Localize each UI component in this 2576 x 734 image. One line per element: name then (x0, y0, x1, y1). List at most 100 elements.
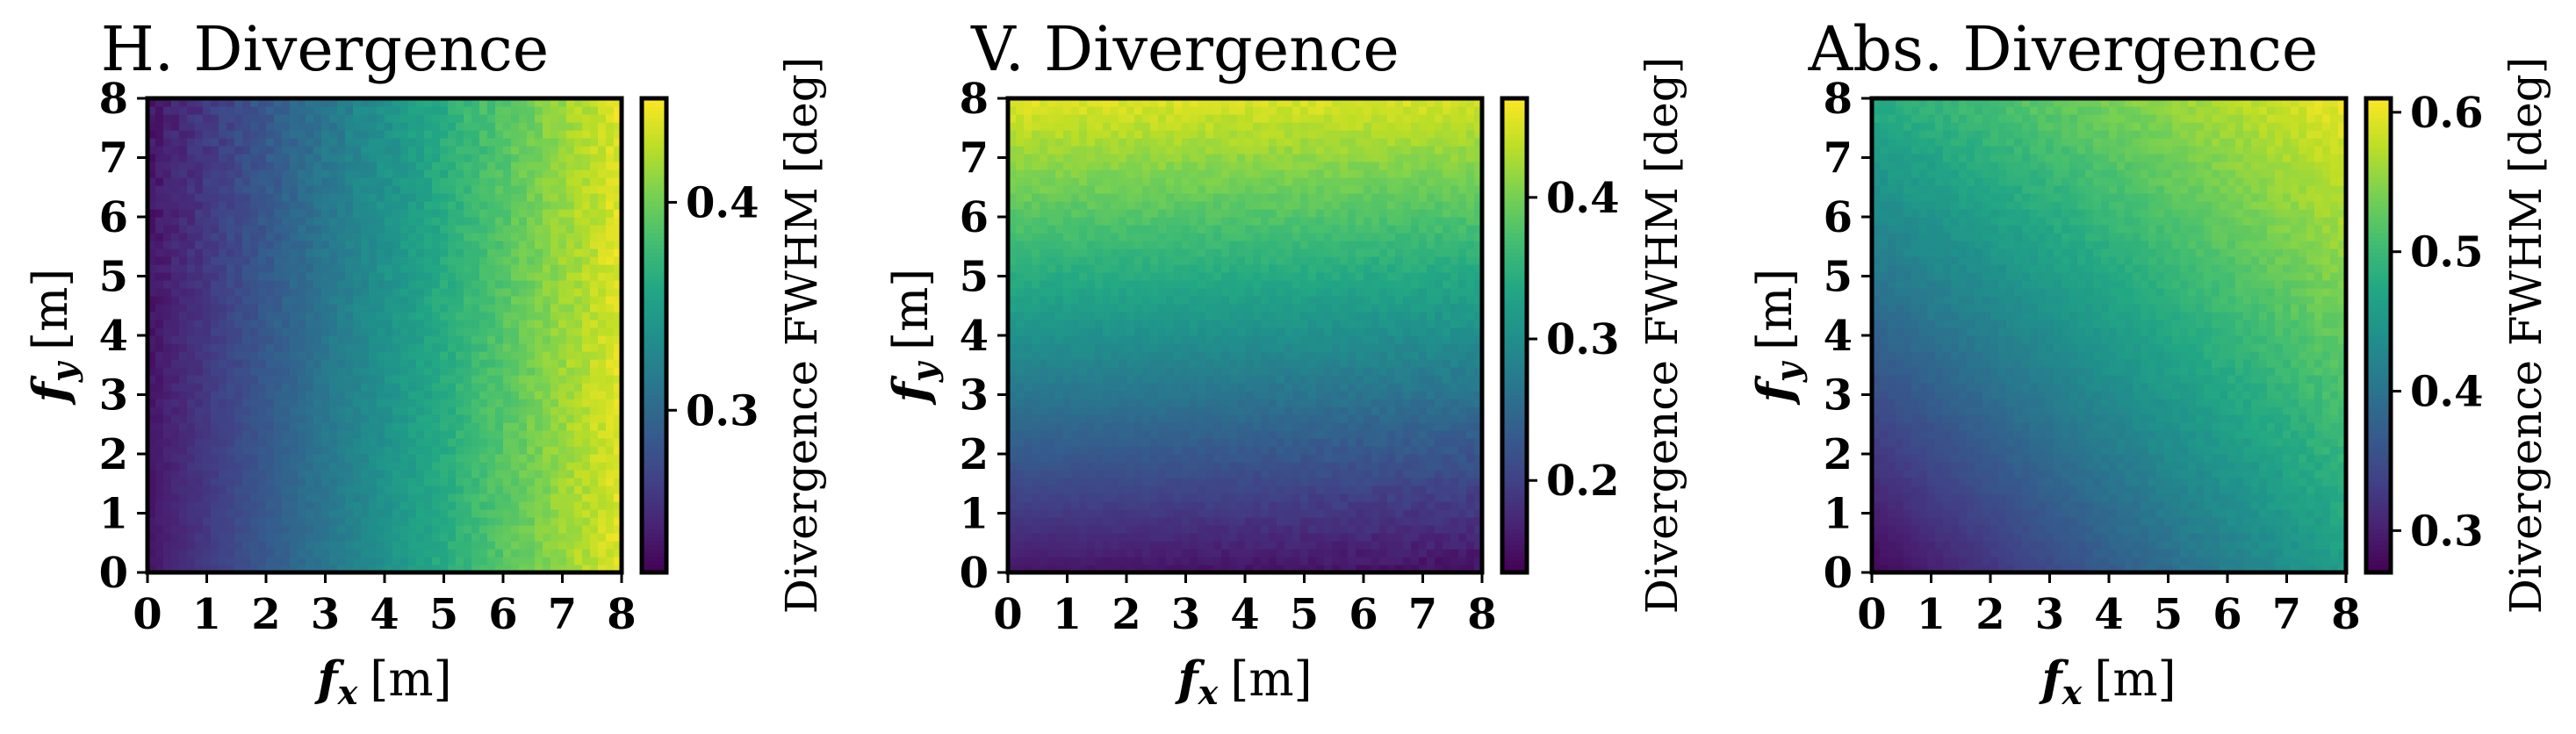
heatmap-cell (195, 169, 204, 178)
heatmap-cell (163, 446, 172, 455)
heatmap-cell (219, 280, 227, 289)
heatmap-cell (1032, 446, 1040, 455)
heatmap-cell (519, 320, 528, 328)
heatmap-cell (163, 280, 172, 289)
heatmap-cell (1079, 185, 1088, 194)
heatmap-cell (566, 399, 575, 407)
heatmap-cell (171, 130, 180, 139)
heatmap-cell (258, 122, 267, 131)
heatmap-cell (361, 414, 370, 423)
heatmap-cell (582, 312, 591, 320)
heatmap-cell (148, 343, 156, 352)
heatmap-cell (1158, 225, 1167, 234)
heatmap-cell (543, 525, 551, 534)
heatmap-cell (282, 169, 291, 178)
heatmap-cell (195, 248, 204, 257)
heatmap-cell (1047, 280, 1056, 289)
heatmap-cell (1055, 241, 1064, 249)
heatmap-cell (1119, 138, 1127, 147)
heatmap-cell (337, 375, 346, 384)
heatmap-cell (440, 233, 449, 241)
heatmap-cell (1111, 343, 1119, 352)
heatmap-cell (590, 557, 599, 565)
colorbar-band (642, 173, 666, 178)
colorbar-band (642, 359, 666, 364)
heatmap-cell (574, 169, 583, 178)
heatmap-cell (566, 320, 575, 328)
heatmap-cell (511, 154, 520, 162)
heatmap-cell (1032, 264, 1040, 273)
heatmap-cell (408, 264, 417, 273)
heatmap-cell (424, 351, 433, 360)
heatmap-cell (377, 375, 385, 384)
heatmap-cell (1032, 359, 1040, 368)
heatmap-cell (440, 565, 449, 573)
heatmap-cell (250, 288, 259, 297)
heatmap-cell (179, 320, 188, 328)
heatmap-cell (1063, 169, 1072, 178)
heatmap-cell (1079, 565, 1088, 573)
heatmap-cell (1063, 501, 1072, 510)
heatmap-cell (298, 264, 306, 273)
heatmap-cell (527, 193, 536, 202)
heatmap-cell (1119, 185, 1127, 194)
heatmap-cell (274, 327, 283, 336)
heatmap-cell (1158, 565, 1167, 573)
heatmap-cell (1087, 549, 1096, 558)
heatmap-cell (211, 146, 219, 155)
heatmap-cell (479, 414, 488, 423)
heatmap-cell (464, 375, 472, 384)
heatmap-cell (495, 430, 504, 439)
heatmap-cell (432, 201, 441, 210)
heatmap-cell (219, 470, 227, 479)
heatmap-cell (448, 399, 457, 407)
heatmap-cell (550, 407, 559, 415)
heatmap-cell (392, 422, 401, 431)
heatmap-cell (614, 225, 622, 234)
heatmap-cell (400, 241, 409, 249)
heatmap-cell (487, 454, 496, 463)
x-tick-label: 0 (133, 590, 162, 639)
heatmap-cell (211, 122, 219, 131)
heatmap-cell (1142, 525, 1151, 534)
heatmap-cell (1063, 280, 1072, 289)
heatmap-cell (290, 446, 299, 455)
heatmap-cell (1016, 359, 1025, 368)
heatmap-cell (1055, 541, 1064, 550)
heatmap-cell (369, 122, 378, 131)
heatmap-cell (290, 517, 299, 526)
heatmap-cell (511, 438, 520, 447)
heatmap-cell (464, 414, 472, 423)
heatmap-cell (424, 470, 433, 479)
heatmap-cell (1087, 130, 1096, 139)
heatmap-cell (1119, 399, 1127, 407)
heatmap-cell (1134, 501, 1143, 510)
heatmap-cell (361, 130, 370, 139)
heatmap-cell (353, 256, 362, 265)
heatmap-cell (527, 501, 536, 510)
heatmap-cell (203, 359, 212, 368)
heatmap-cell (440, 367, 449, 376)
heatmap-cell (511, 146, 520, 155)
heatmap-cell (148, 185, 156, 194)
heatmap-cell (471, 486, 480, 494)
heatmap-cell (306, 327, 314, 336)
heatmap-cell (606, 375, 615, 384)
heatmap-cell (479, 209, 488, 218)
heatmap-cell (495, 122, 504, 131)
heatmap-cell (353, 478, 362, 486)
heatmap-cell (1047, 296, 1056, 305)
heatmap-cell (219, 154, 227, 162)
heatmap-cell (527, 430, 536, 439)
heatmap-cell (171, 470, 180, 479)
heatmap-cell (219, 169, 227, 178)
heatmap-cell (456, 169, 464, 178)
heatmap-cell (440, 478, 449, 486)
heatmap-cell (290, 414, 299, 423)
heatmap-cell (155, 154, 164, 162)
heatmap-cell (1071, 383, 1080, 392)
heatmap-cell (408, 201, 417, 210)
heatmap-cell (187, 138, 196, 147)
heatmap-cell (550, 525, 559, 534)
heatmap-cell (274, 407, 283, 415)
